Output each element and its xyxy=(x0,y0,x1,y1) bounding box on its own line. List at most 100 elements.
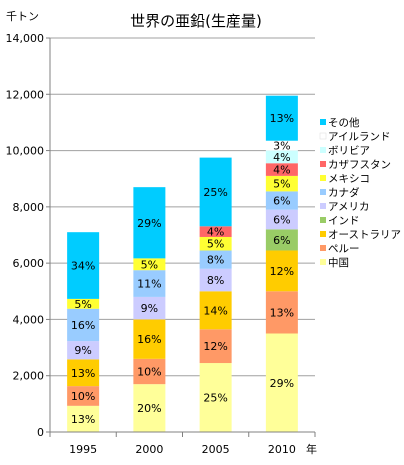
data-label: 12% xyxy=(203,340,227,353)
bar-segment xyxy=(133,187,166,259)
y-tick-label: 2,000 xyxy=(13,370,45,383)
data-label: 5% xyxy=(207,238,224,251)
y-tick-labels: 0 2,000 4,000 6,000 8,000 10,000 12,000 14,000 xyxy=(6,32,45,439)
bar-segment xyxy=(133,384,166,432)
data-label: 9% xyxy=(74,344,91,357)
legend-swatch xyxy=(320,217,326,223)
bar-segment xyxy=(67,298,100,309)
bar-segment xyxy=(199,226,232,237)
legend-swatch xyxy=(320,245,326,251)
x-tick-label: 2010 xyxy=(268,443,296,456)
data-label: 20% xyxy=(137,402,161,415)
x-tick-labels: 1995 2000 2005 2010 xyxy=(69,443,296,456)
bars: 13% 10% 13% 9% 16% 5% 34% 20% 10% 16% 9% 11% 5% 29% 25… xyxy=(67,95,298,432)
data-label: 13% xyxy=(270,112,294,125)
legend-label: カナダ xyxy=(328,186,360,199)
legend-swatch xyxy=(320,161,326,167)
legend-swatch xyxy=(320,231,326,237)
legend-swatch xyxy=(320,175,326,181)
bar-segment xyxy=(199,363,232,432)
bar-segment xyxy=(133,319,166,359)
data-label: 29% xyxy=(270,377,294,390)
bar-segment xyxy=(67,359,100,387)
data-label: 11% xyxy=(137,278,161,291)
bar-segment xyxy=(265,291,298,334)
y-tick-label: 6,000 xyxy=(13,257,45,270)
y-tick-label: 0 xyxy=(37,426,44,439)
legend-label: アメリカ xyxy=(328,201,369,213)
legend-swatch xyxy=(320,259,326,265)
data-label: 5% xyxy=(74,298,91,311)
legend-label: 中国 xyxy=(328,256,349,269)
bar-segment xyxy=(265,191,298,210)
legend-label: インド xyxy=(328,215,360,227)
bar-segment xyxy=(199,329,232,364)
data-label: 5% xyxy=(273,178,290,191)
data-label: 34% xyxy=(71,260,95,273)
bar-segment xyxy=(199,291,232,330)
bar-segment xyxy=(67,386,100,406)
bar-segment xyxy=(265,229,298,251)
legend-label: ペルー xyxy=(328,243,360,255)
data-label: 6% xyxy=(273,234,290,247)
chart-title: 世界の亜鉛(生産量) xyxy=(130,12,262,30)
legend-label: カザフスタン xyxy=(328,159,391,171)
legend-label: ボリビア xyxy=(328,145,370,157)
legend-label: メキシコ xyxy=(328,173,370,185)
y-axis-label: 千トン xyxy=(6,10,39,23)
legend-swatch xyxy=(320,147,326,153)
bar-segment xyxy=(199,236,232,251)
legend-swatch xyxy=(320,203,326,209)
data-label: 13% xyxy=(270,306,294,319)
x-tick-label: 2000 xyxy=(135,443,163,456)
bar-segment xyxy=(199,250,232,269)
bar-segment xyxy=(265,150,298,164)
legend-label: オーストラリア xyxy=(328,229,401,241)
bar-segment xyxy=(265,333,298,432)
legend-label: アイルランド xyxy=(328,131,390,143)
bar-segment xyxy=(265,175,298,192)
data-label: 6% xyxy=(273,214,290,227)
data-label: 25% xyxy=(203,186,227,199)
y-tick-label: 12,000 xyxy=(6,88,45,101)
bar-segment xyxy=(133,358,166,385)
x-axis-label: 年 xyxy=(306,442,317,456)
y-tick-label: 10,000 xyxy=(6,145,45,158)
bar-segment xyxy=(265,209,298,230)
data-label: 16% xyxy=(71,319,95,332)
data-label: 4% xyxy=(273,151,290,164)
legend-swatch xyxy=(320,119,326,125)
data-label: 8% xyxy=(207,274,224,287)
legend-swatch xyxy=(320,189,326,195)
bar-segment xyxy=(67,341,100,360)
data-label: 3% xyxy=(273,140,290,153)
data-label: 9% xyxy=(141,302,158,315)
data-label: 29% xyxy=(137,217,161,230)
x-tick-label: 1995 xyxy=(69,443,97,456)
bar-segment xyxy=(133,296,166,320)
data-label: 16% xyxy=(137,333,161,346)
data-label: 5% xyxy=(141,258,158,271)
data-label: 14% xyxy=(203,304,227,317)
bar-segment xyxy=(199,268,232,292)
bar-segment xyxy=(133,270,166,297)
bar-segment xyxy=(67,308,100,342)
data-label: 12% xyxy=(270,265,294,278)
y-tick-label: 14,000 xyxy=(6,32,45,45)
data-label: 13% xyxy=(71,413,95,426)
data-label: 10% xyxy=(71,390,95,403)
bar-segment xyxy=(67,405,100,432)
data-label: 8% xyxy=(207,254,224,267)
data-label: 10% xyxy=(137,365,161,378)
bar-segment xyxy=(67,232,100,299)
bar-segment xyxy=(133,258,166,271)
x-tick-label: 2005 xyxy=(202,443,230,456)
bar-segment xyxy=(265,95,298,141)
legend-label: その他 xyxy=(328,116,360,129)
data-label: 13% xyxy=(71,367,95,380)
bar-segment xyxy=(265,163,298,176)
axes xyxy=(46,37,316,437)
bar-segment xyxy=(265,250,298,292)
data-label: 4% xyxy=(207,226,224,239)
